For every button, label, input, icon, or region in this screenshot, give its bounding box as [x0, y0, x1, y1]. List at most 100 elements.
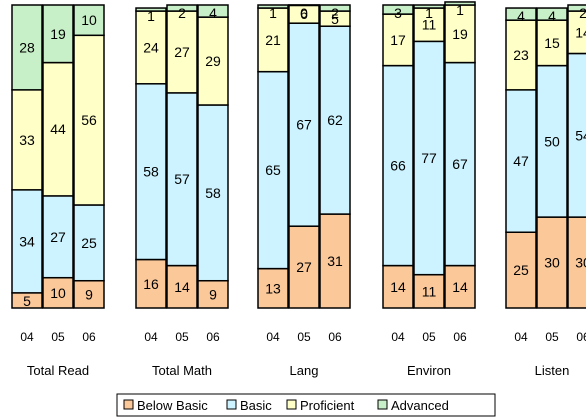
x-tick-label: 04: [391, 330, 405, 344]
x-tick-label: 05: [297, 330, 311, 344]
value-label: 5: [23, 293, 31, 309]
value-label: 3: [394, 5, 402, 21]
value-label: 4: [517, 8, 525, 24]
group-label-total-math: Total Math: [152, 363, 212, 378]
value-label: 58: [205, 185, 221, 201]
value-label: 44: [50, 121, 66, 137]
value-label: 27: [174, 44, 190, 60]
value-label: 19: [50, 26, 66, 42]
value-label: 23: [513, 47, 529, 63]
value-label: 14: [575, 24, 586, 40]
value-label: 34: [19, 233, 35, 249]
bar-total-read-04-advanced: [11, 4, 43, 91]
bars-layer: 5343328102744199255610165824114572729582…: [11, 1, 586, 309]
bar-environ-06-advanced: [444, 1, 476, 6]
x-tick-label: 04: [266, 330, 280, 344]
bar-total-read-05-proficient: [42, 61, 74, 197]
bar-listen-04-proficient: [505, 19, 537, 91]
value-label: 25: [513, 262, 529, 278]
x-tick-label: 06: [328, 330, 342, 344]
value-label: 25: [81, 235, 97, 251]
x-tick-label: 06: [82, 330, 96, 344]
bar-total-math-06-advanced: [197, 4, 229, 18]
value-label: 54: [575, 127, 586, 143]
legend: Below Basic Basic Proficient Advanced: [116, 393, 496, 417]
bar-total-math-06-basic: [197, 104, 229, 282]
value-label: 0: [300, 5, 308, 21]
x-tick-label: 06: [453, 330, 467, 344]
value-label: 56: [81, 112, 97, 128]
value-label: 1: [425, 5, 433, 21]
legend-label-below-basic: Below Basic: [137, 398, 208, 413]
bar-lang-06-advanced: [319, 4, 351, 12]
x-tick-label: 04: [144, 330, 158, 344]
value-label: 65: [265, 162, 281, 178]
value-label: 4: [209, 5, 217, 21]
legend-label-advanced: Advanced: [391, 398, 449, 413]
bar-lang-05-advanced: [288, 4, 320, 7]
bar-environ-05-advanced: [413, 4, 445, 9]
value-label: 33: [19, 132, 35, 148]
x-tick-label: 04: [514, 330, 528, 344]
x-tick-label: 06: [576, 330, 586, 344]
value-label: 2: [579, 5, 586, 21]
bar-total-math-04-below-basic: [135, 258, 167, 309]
value-label: 2: [178, 5, 186, 21]
value-label: 30: [575, 255, 586, 271]
value-label: 24: [143, 39, 159, 55]
value-label: 1: [269, 5, 277, 21]
bar-total-math-04-advanced: [135, 7, 167, 12]
legend-swatch-below-basic: [123, 399, 134, 410]
value-label: 50: [544, 133, 560, 149]
bar-lang-06-below-basic: [319, 213, 351, 309]
x-tick-label: 05: [175, 330, 189, 344]
group-label-environ: Environ: [407, 363, 451, 378]
legend-box: [116, 393, 496, 417]
value-label: 1: [147, 8, 155, 24]
bar-lang-04-advanced: [257, 4, 289, 9]
value-label: 28: [19, 39, 35, 55]
value-label: 21: [265, 32, 281, 48]
bar-environ-06-basic: [444, 61, 476, 267]
bar-total-math-05-advanced: [166, 4, 198, 12]
value-label: 67: [452, 156, 468, 172]
bar-lang-04-below-basic: [257, 267, 289, 309]
bar-total-math-04-basic: [135, 83, 167, 261]
legend-swatch-basic: [226, 399, 237, 410]
bar-environ-06-proficient: [444, 4, 476, 64]
x-tick-label: 05: [545, 330, 559, 344]
value-label: 14: [390, 279, 406, 295]
value-label: 77: [421, 150, 437, 166]
x-tick-label: 05: [422, 330, 436, 344]
bar-listen-04-advanced: [505, 7, 537, 21]
bar-total-math-06-proficient: [197, 16, 229, 106]
value-label: 67: [296, 117, 312, 133]
bar-listen-05-basic: [536, 64, 568, 218]
value-label: 16: [143, 276, 159, 292]
value-label: 4: [548, 8, 556, 24]
value-label: 58: [143, 164, 159, 180]
value-label: 62: [327, 112, 343, 128]
bar-total-read-06-advanced: [73, 4, 105, 37]
value-label: 17: [390, 32, 406, 48]
value-label: 6: [300, 6, 308, 22]
legend-swatch-advanced: [377, 399, 388, 410]
value-label: 13: [265, 280, 281, 296]
bar-total-math-05-below-basic: [166, 264, 198, 309]
bar-listen-06-advanced: [567, 4, 586, 12]
value-label: 30: [544, 255, 560, 271]
value-label: 10: [81, 12, 97, 28]
group-labels: Total Read Total Math Lang Environ Listen: [27, 363, 569, 378]
bar-environ-04-advanced: [382, 4, 414, 15]
bar-total-read-05-advanced: [42, 4, 74, 64]
value-label: 29: [205, 53, 221, 69]
value-label: 47: [513, 153, 529, 169]
value-label: 31: [327, 253, 343, 269]
value-label: 2: [331, 5, 339, 21]
value-label: 9: [85, 286, 93, 302]
value-label: 19: [452, 26, 468, 42]
x-tick-label: 06: [206, 330, 220, 344]
x-tick-label: 04: [20, 330, 34, 344]
group-label-total-read: Total Read: [27, 363, 89, 378]
legend-label-proficient: Proficient: [300, 398, 355, 413]
